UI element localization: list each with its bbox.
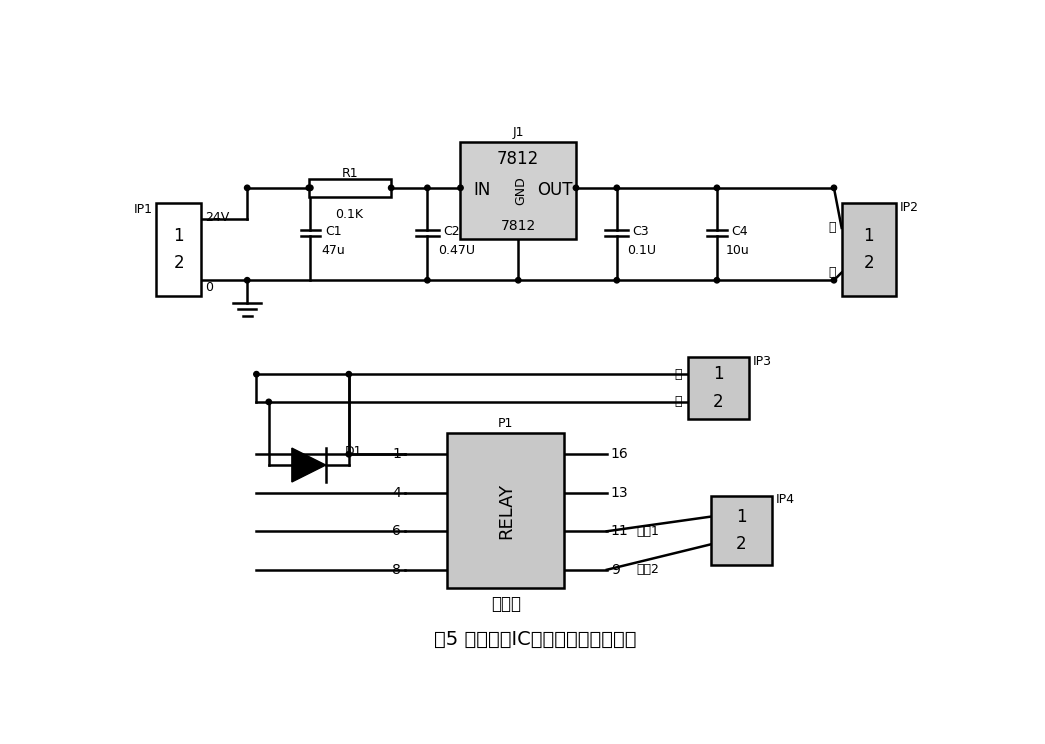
Text: C2: C2 <box>443 225 460 238</box>
Text: 10u: 10u <box>726 245 750 257</box>
Text: GND: GND <box>514 176 527 205</box>
Circle shape <box>389 185 394 190</box>
Circle shape <box>306 185 311 190</box>
Bar <box>461 141 576 240</box>
Text: IP1: IP1 <box>134 203 153 216</box>
Circle shape <box>831 278 837 283</box>
Bar <box>447 433 564 589</box>
Circle shape <box>831 185 837 190</box>
Text: RELAY: RELAY <box>497 482 515 539</box>
Text: 输出2: 输出2 <box>636 563 659 577</box>
Text: 1: 1 <box>863 227 874 245</box>
Text: 0: 0 <box>205 281 213 295</box>
Text: 0.1U: 0.1U <box>628 245 656 257</box>
Text: 1: 1 <box>737 507 747 525</box>
Text: J1: J1 <box>512 126 524 139</box>
Text: 继电器: 继电器 <box>491 594 520 612</box>
Circle shape <box>714 185 720 190</box>
Circle shape <box>254 371 259 377</box>
Text: 0.47U: 0.47U <box>438 245 475 257</box>
Text: 2: 2 <box>713 393 724 411</box>
Text: 9: 9 <box>610 562 620 577</box>
Bar <box>688 357 749 419</box>
Text: P1: P1 <box>498 417 513 430</box>
Text: D1: D1 <box>345 445 363 458</box>
Text: 图5 非接触式IC卡控制输入输出电路: 图5 非接触式IC卡控制输入输出电路 <box>434 630 636 650</box>
Text: 7812: 7812 <box>497 150 539 167</box>
Circle shape <box>424 185 431 190</box>
Text: 7812: 7812 <box>501 219 536 233</box>
Text: 11: 11 <box>610 525 628 538</box>
Text: 2: 2 <box>737 536 747 554</box>
Polygon shape <box>292 448 326 482</box>
Text: 黑: 黑 <box>828 266 836 279</box>
Text: 24V: 24V <box>205 211 229 224</box>
Text: 4: 4 <box>393 486 401 500</box>
Circle shape <box>346 452 351 457</box>
Text: R1: R1 <box>342 167 358 181</box>
Text: 13: 13 <box>610 486 628 500</box>
Circle shape <box>424 278 431 283</box>
Bar <box>711 496 772 565</box>
Circle shape <box>266 400 272 405</box>
Circle shape <box>515 278 520 283</box>
Text: C3: C3 <box>632 225 649 238</box>
Text: C4: C4 <box>730 225 747 238</box>
Text: 16: 16 <box>610 447 628 461</box>
Text: 47u: 47u <box>321 245 345 257</box>
Text: IN: IN <box>473 181 491 199</box>
Circle shape <box>458 185 463 190</box>
Text: 1: 1 <box>173 227 184 245</box>
Text: C1: C1 <box>326 225 343 238</box>
Text: 2: 2 <box>173 254 184 272</box>
Text: IP4: IP4 <box>776 493 795 506</box>
Circle shape <box>614 278 620 283</box>
Bar <box>309 179 391 197</box>
Text: IP2: IP2 <box>900 201 919 214</box>
Circle shape <box>245 185 250 190</box>
Text: 输出1: 输出1 <box>636 525 659 538</box>
Circle shape <box>307 185 313 190</box>
Circle shape <box>245 278 250 283</box>
Circle shape <box>346 371 351 377</box>
Circle shape <box>714 278 720 283</box>
Text: 0.1K: 0.1K <box>335 208 364 221</box>
Text: OUT: OUT <box>537 181 573 199</box>
Circle shape <box>574 185 579 190</box>
Circle shape <box>614 185 620 190</box>
Text: 白: 白 <box>674 395 681 408</box>
Text: 8: 8 <box>392 562 401 577</box>
Text: 1: 1 <box>392 447 401 461</box>
Bar <box>841 203 896 295</box>
Text: 黄: 黄 <box>674 368 681 381</box>
Text: 2: 2 <box>863 254 874 272</box>
Text: 6: 6 <box>392 525 401 538</box>
Text: 红: 红 <box>828 222 836 234</box>
Text: 1: 1 <box>713 365 724 383</box>
Bar <box>157 203 201 295</box>
Text: IP3: IP3 <box>753 355 772 368</box>
